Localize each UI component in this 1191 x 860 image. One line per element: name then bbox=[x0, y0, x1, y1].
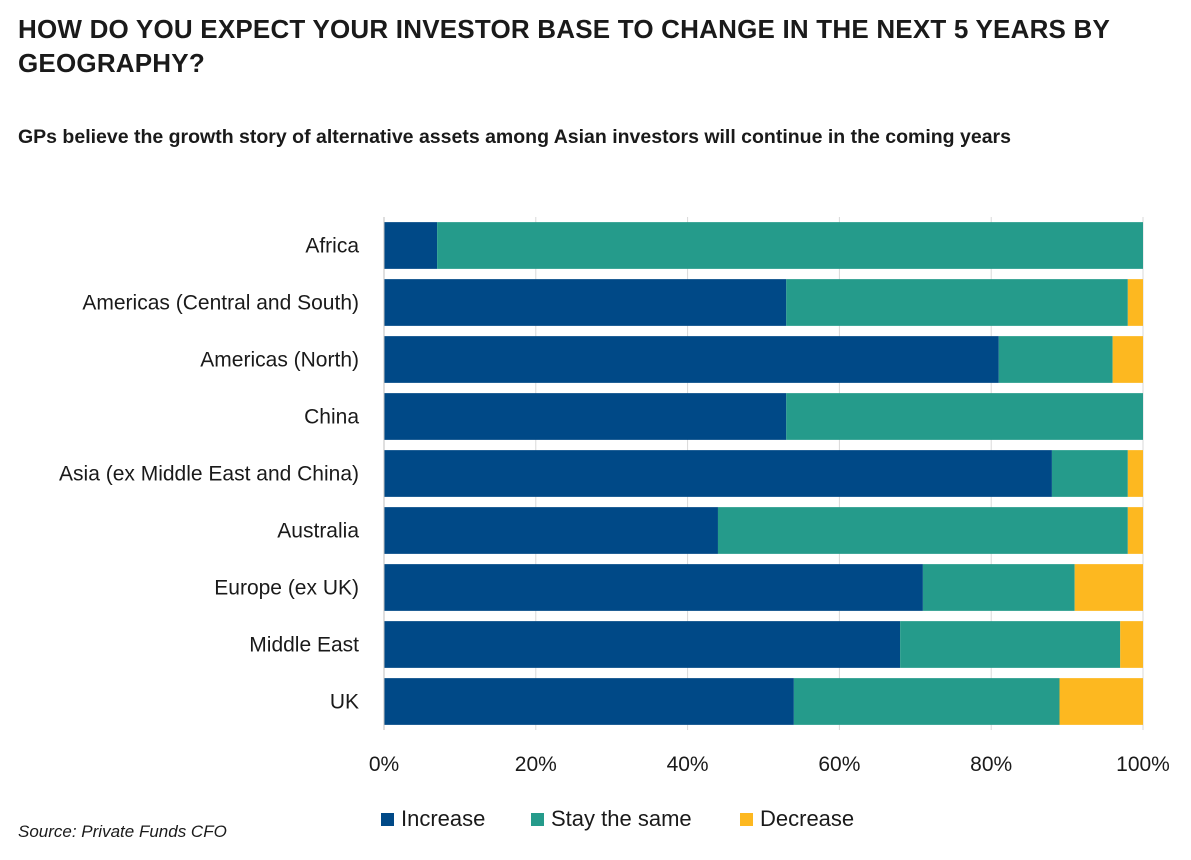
category-label: Australia bbox=[277, 520, 359, 543]
legend-label-decrease: Decrease bbox=[760, 806, 855, 831]
bar-segment-increase bbox=[384, 393, 787, 440]
bar-segment-increase bbox=[384, 564, 923, 611]
bar-segment-stay-the-same bbox=[786, 393, 1143, 440]
bar-segment-stay-the-same bbox=[717, 507, 1128, 554]
bar-segment-increase bbox=[384, 621, 901, 668]
bar-segment-increase bbox=[384, 222, 438, 269]
chart-title: HOW DO YOU EXPECT YOUR INVESTOR BASE TO … bbox=[18, 14, 1110, 78]
bar-segment-stay-the-same bbox=[922, 564, 1075, 611]
x-tick-label: 20% bbox=[515, 753, 557, 776]
x-tick-label: 40% bbox=[667, 753, 709, 776]
bar-segment-stay-the-same bbox=[1051, 450, 1128, 497]
bar-segment-decrease bbox=[1120, 621, 1143, 668]
bar-segment-decrease bbox=[1127, 507, 1143, 554]
bar-segment-increase bbox=[384, 678, 794, 725]
chart-legend: Increase Stay the same Decrease bbox=[0, 804, 1191, 834]
legend-label-stay-the-same: Stay the same bbox=[551, 806, 692, 831]
category-label: Asia (ex Middle East and China) bbox=[59, 463, 359, 486]
category-label: Americas (North) bbox=[200, 349, 359, 372]
bar-segment-increase bbox=[384, 507, 718, 554]
legend-swatch-increase bbox=[381, 812, 394, 826]
bar-segment-increase bbox=[384, 279, 787, 326]
bar-segment-stay-the-same bbox=[900, 621, 1121, 668]
bar-segment-stay-the-same bbox=[437, 222, 1143, 269]
bar-segment-stay-the-same bbox=[786, 279, 1128, 326]
category-label: China bbox=[304, 406, 359, 429]
bar-segment-increase bbox=[384, 336, 999, 383]
x-tick-label: 60% bbox=[818, 753, 860, 776]
x-tick-label: 0% bbox=[369, 753, 399, 776]
category-label: Europe (ex UK) bbox=[214, 577, 359, 600]
bar-segment-increase bbox=[384, 450, 1052, 497]
bar-segment-stay-the-same bbox=[793, 678, 1060, 725]
chart-subtitle: GPs believe the growth story of alternat… bbox=[18, 126, 1011, 148]
bar-segment-decrease bbox=[1059, 678, 1143, 725]
legend-item-increase: Increase bbox=[381, 804, 485, 834]
legend-swatch-decrease bbox=[740, 812, 753, 826]
category-label: UK bbox=[330, 691, 359, 714]
legend-item-decrease: Decrease bbox=[740, 804, 854, 834]
category-label: Middle East bbox=[249, 634, 359, 657]
bar-segment-decrease bbox=[1112, 336, 1143, 383]
legend-label-increase: Increase bbox=[401, 806, 486, 831]
category-label: Americas (Central and South) bbox=[82, 292, 359, 315]
source-note: Source: Private Funds CFO bbox=[18, 822, 227, 841]
legend-swatch-stay-the-same bbox=[531, 812, 544, 826]
bar-segment-decrease bbox=[1127, 279, 1143, 326]
bar-segment-decrease bbox=[1074, 564, 1143, 611]
x-tick-label: 100% bbox=[1116, 753, 1170, 776]
bar-segment-decrease bbox=[1127, 450, 1143, 497]
stacked-bar-chart: Africa Americas (Central and South) Americ… bbox=[59, 217, 1170, 776]
x-tick-label: 80% bbox=[970, 753, 1012, 776]
legend-item-stay-the-same: Stay the same bbox=[531, 804, 692, 834]
bar-segment-stay-the-same bbox=[998, 336, 1113, 383]
category-label: Africa bbox=[305, 235, 359, 258]
